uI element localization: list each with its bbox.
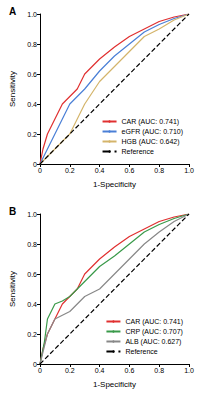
svg-text:HGB (AUC: 0.642): HGB (AUC: 0.642) xyxy=(122,138,180,146)
svg-text:0.8: 0.8 xyxy=(27,241,37,248)
svg-text:0.6: 0.6 xyxy=(125,367,135,374)
svg-text:1.0: 1.0 xyxy=(184,367,194,374)
svg-text:0.4: 0.4 xyxy=(27,301,37,308)
svg-text:CRP (AUC: 0.707): CRP (AUC: 0.707) xyxy=(125,328,182,336)
svg-text:CAR (AUC: 0.741): CAR (AUC: 0.741) xyxy=(125,318,183,326)
svg-text:eGFR (AUC: 0.710): eGFR (AUC: 0.710) xyxy=(122,128,183,136)
svg-text:0.6: 0.6 xyxy=(125,167,135,174)
svg-text:0.4: 0.4 xyxy=(95,367,105,374)
svg-text:1.0: 1.0 xyxy=(184,167,194,174)
svg-text:0: 0 xyxy=(33,161,37,168)
svg-text:Sensitivity: Sensitivity xyxy=(8,271,17,307)
svg-text:Reference: Reference xyxy=(122,148,154,155)
svg-text:0.8: 0.8 xyxy=(27,41,37,48)
svg-text:1.0: 1.0 xyxy=(27,211,37,218)
svg-text:0: 0 xyxy=(38,367,42,374)
svg-text:0: 0 xyxy=(38,167,42,174)
svg-text:A: A xyxy=(9,6,16,17)
svg-text:0: 0 xyxy=(33,361,37,368)
svg-text:ALB (AUC: 0.627): ALB (AUC: 0.627) xyxy=(125,338,181,346)
svg-text:0.2: 0.2 xyxy=(65,367,75,374)
svg-text:0.2: 0.2 xyxy=(65,167,75,174)
svg-text:0.6: 0.6 xyxy=(27,271,37,278)
svg-text:Reference: Reference xyxy=(125,348,157,355)
svg-text:0.4: 0.4 xyxy=(27,101,37,108)
svg-text:0.2: 0.2 xyxy=(27,131,37,138)
svg-text:0.2: 0.2 xyxy=(27,331,37,338)
svg-text:1.0: 1.0 xyxy=(27,11,37,18)
svg-text:1-Specificity: 1-Specificity xyxy=(93,380,136,389)
svg-text:CAR (AUC: 0.741): CAR (AUC: 0.741) xyxy=(122,118,180,126)
svg-text:0.8: 0.8 xyxy=(154,167,164,174)
svg-text:Sensitivity: Sensitivity xyxy=(8,71,17,107)
svg-text:0.4: 0.4 xyxy=(95,167,105,174)
svg-text:B: B xyxy=(9,206,16,217)
svg-text:0.8: 0.8 xyxy=(154,367,164,374)
svg-text:1-Specificity: 1-Specificity xyxy=(93,180,136,189)
svg-text:0.6: 0.6 xyxy=(27,71,37,78)
